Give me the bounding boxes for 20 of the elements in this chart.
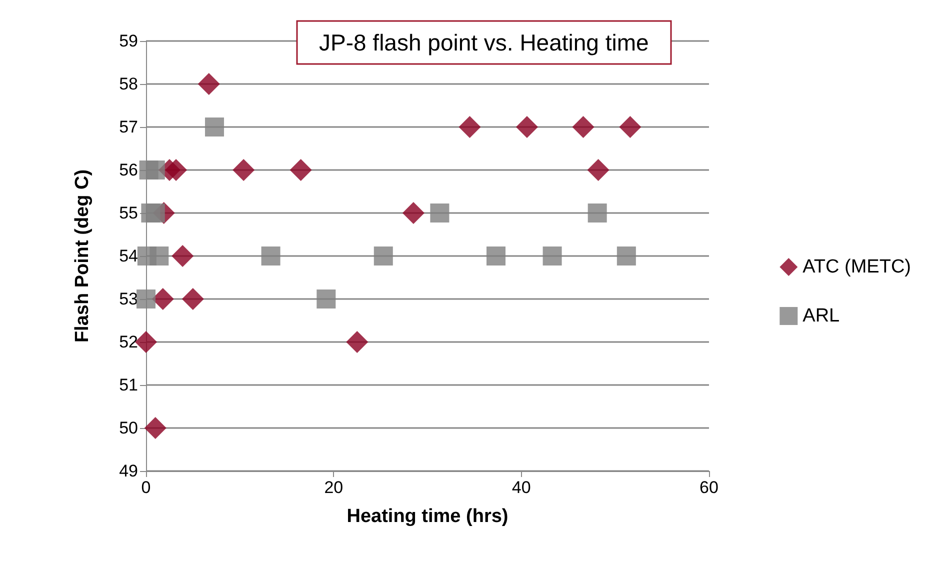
x-tick-label: 60	[700, 478, 718, 497]
y-tick-label: 57	[119, 118, 138, 136]
x-axis-title: Heating time (hrs)	[346, 506, 508, 527]
y-tick-label: 56	[119, 160, 138, 180]
legend-label: ATC (METC)	[802, 256, 912, 278]
x-tick-label: 20	[324, 478, 344, 497]
x-tick-label: 0	[141, 478, 151, 497]
y-tick-label: 55	[119, 204, 138, 222]
y-tick-label: 54	[119, 246, 138, 266]
y-tick-label: 53	[119, 290, 138, 308]
y-tick-label: 59	[119, 32, 138, 50]
y-tick-label: 51	[119, 376, 138, 394]
x-tick-label: 40	[512, 478, 531, 497]
y-axis-title: Flash Point (deg C)	[72, 169, 93, 343]
y-tick-label: 52	[119, 332, 138, 352]
y-tick-label: 50	[119, 418, 138, 438]
y-tick-label: 58	[119, 74, 138, 94]
chart-title: JP-8 flash point vs. Heating time	[319, 30, 649, 56]
legend-label: ARL	[802, 306, 840, 326]
y-tick-label: 49	[119, 462, 138, 480]
